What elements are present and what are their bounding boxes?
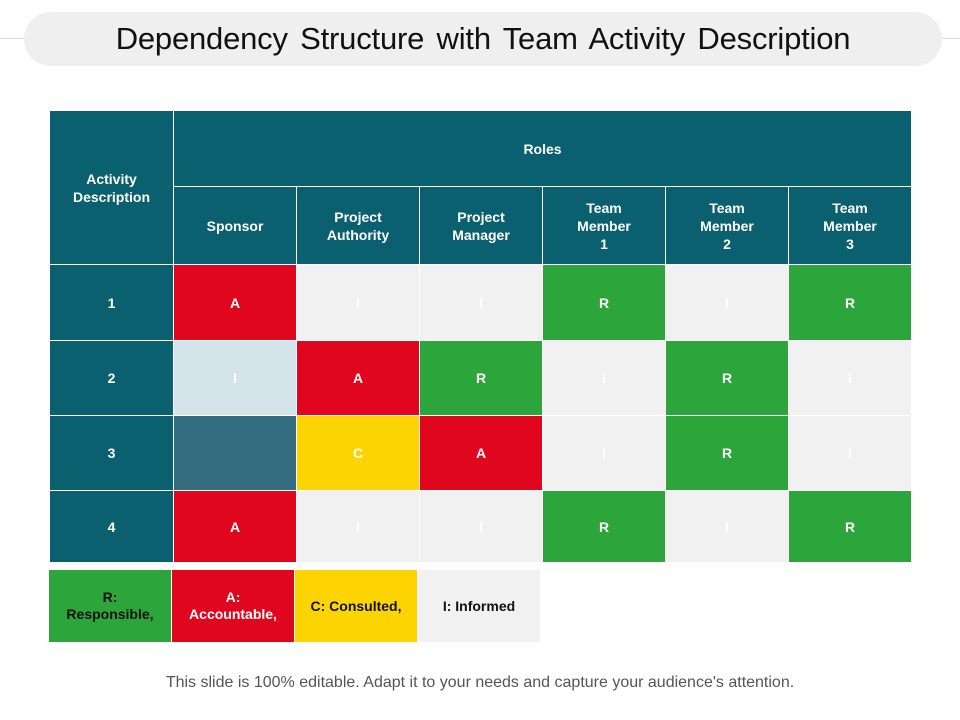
raci-cell: I bbox=[419, 264, 543, 341]
activity-number: 3 bbox=[49, 415, 174, 491]
raci-cell: I bbox=[665, 264, 789, 341]
role-header-team-member-1: Team Member 1 bbox=[542, 186, 666, 265]
raci-cell: R bbox=[665, 415, 789, 491]
role-names-row: Sponsor Project Authority Project Manage… bbox=[50, 186, 912, 265]
table-row: 3 C A I R I bbox=[49, 415, 912, 491]
raci-cell: R bbox=[788, 490, 912, 563]
raci-cell: A bbox=[173, 264, 297, 341]
raci-cell: R bbox=[788, 264, 912, 341]
raci-cell: I bbox=[419, 490, 543, 563]
raci-cell: I bbox=[542, 415, 666, 491]
legend-consulted: C: Consulted, bbox=[295, 570, 418, 642]
legend-informed: I: Informed bbox=[418, 570, 541, 642]
activity-description-header: Activity Description bbox=[49, 110, 174, 265]
raci-cell: I bbox=[665, 490, 789, 563]
legend-responsible: R: Responsible, bbox=[49, 570, 172, 642]
legend-responsible-label: R: Responsible, bbox=[66, 589, 154, 622]
raci-cell: R bbox=[419, 340, 543, 416]
role-header-team-member-3: Team Member 3 bbox=[788, 186, 912, 265]
footer-note: This slide is 100% editable. Adapt it to… bbox=[165, 674, 795, 691]
raci-cell: I bbox=[173, 340, 297, 416]
raci-cell bbox=[173, 415, 297, 491]
raci-cell: A bbox=[173, 490, 297, 563]
table-row: 2 I A R I R I bbox=[49, 340, 912, 416]
legend-accountable: A: Accountable, bbox=[172, 570, 295, 642]
raci-cell: I bbox=[542, 340, 666, 416]
raci-cell: R bbox=[542, 490, 666, 563]
raci-cell: A bbox=[296, 340, 420, 416]
role-header-project-manager: Project Manager bbox=[419, 186, 543, 265]
legend-consulted-label: C: Consulted, bbox=[310, 597, 402, 614]
legend-accountable-label: A: Accountable, bbox=[189, 589, 277, 622]
raci-cell: I bbox=[788, 415, 912, 491]
legend-informed-label: I: Informed bbox=[442, 597, 516, 614]
raci-matrix-table: Activity Description Roles Sponsor Proje… bbox=[49, 110, 912, 563]
raci-cell: I bbox=[788, 340, 912, 416]
table-row: 1 A I I R I R bbox=[49, 264, 912, 341]
raci-cell: I bbox=[296, 490, 420, 563]
raci-cell: I bbox=[296, 264, 420, 341]
raci-cell: R bbox=[542, 264, 666, 341]
raci-legend: R: Responsible, A: Accountable, C: Consu… bbox=[49, 570, 541, 642]
title-banner: Dependency Structure with Team Activity … bbox=[24, 12, 942, 66]
table-row: 4 A I I R I R bbox=[49, 490, 912, 563]
activity-number: 1 bbox=[49, 264, 174, 341]
slide-title: Dependency Structure with Team Activity … bbox=[115, 21, 851, 56]
role-header-sponsor: Sponsor bbox=[173, 186, 297, 265]
raci-cell: C bbox=[296, 415, 420, 491]
raci-cell: A bbox=[419, 415, 543, 491]
roles-header: Roles bbox=[173, 110, 912, 187]
role-header-project-authority: Project Authority bbox=[296, 186, 420, 265]
activity-number: 4 bbox=[49, 490, 174, 563]
activity-number: 2 bbox=[49, 340, 174, 416]
roles-header-row: Activity Description Roles bbox=[49, 110, 912, 265]
raci-cell: R bbox=[665, 340, 789, 416]
role-header-team-member-2: Team Member 2 bbox=[665, 186, 789, 265]
